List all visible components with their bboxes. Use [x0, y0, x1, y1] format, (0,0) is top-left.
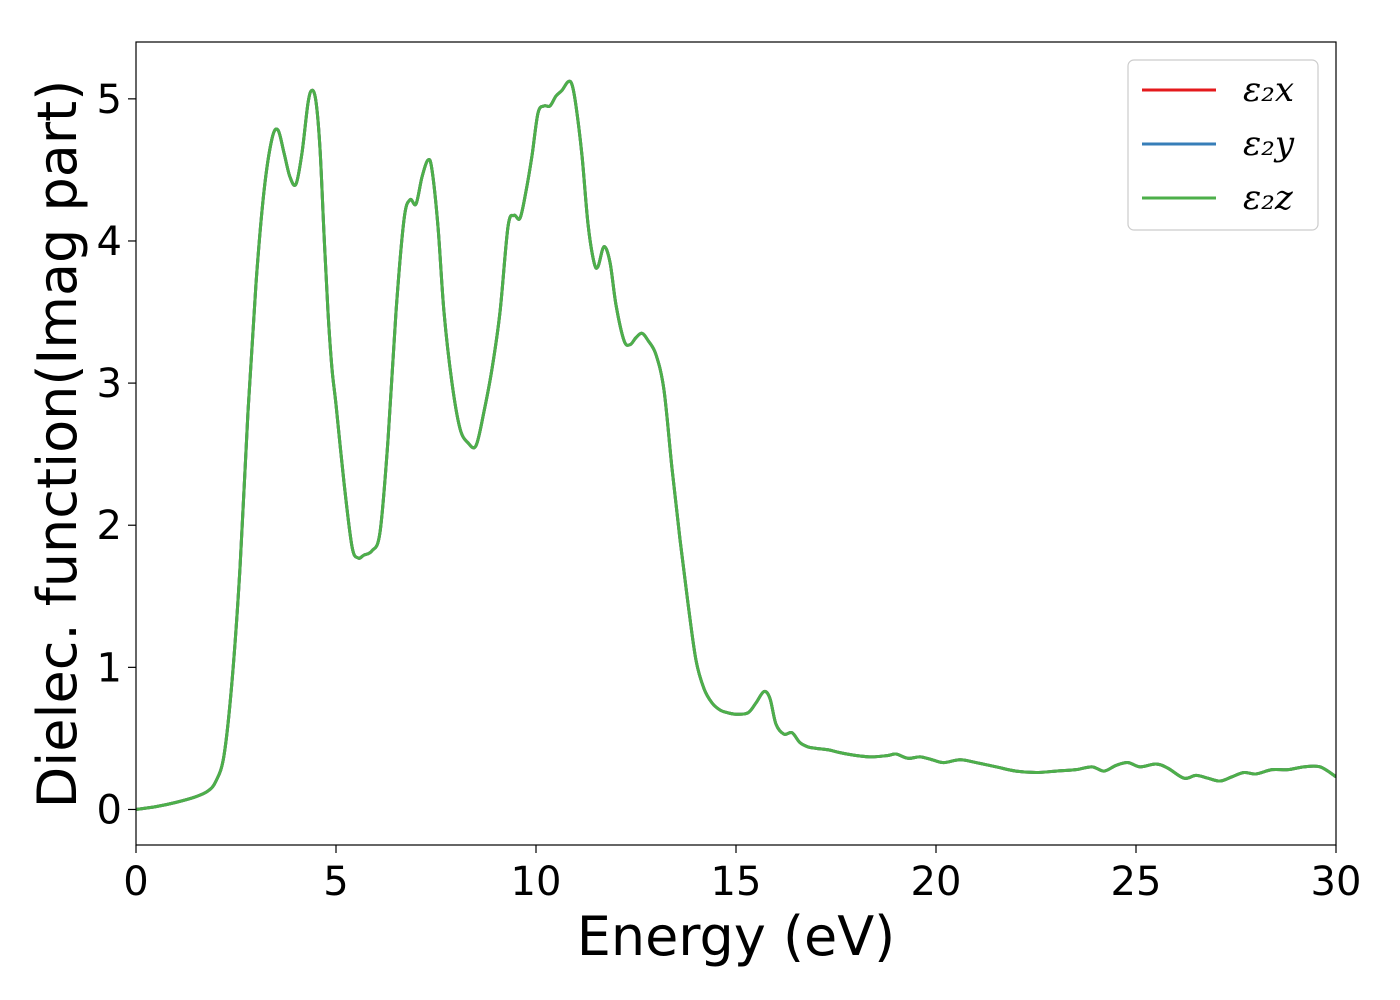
- y-tick-label: 3: [97, 361, 122, 407]
- series-layer: [136, 79, 1336, 811]
- x-tick-label: 15: [711, 859, 762, 905]
- x-tick-label: 25: [1111, 859, 1162, 905]
- legend: ε₂x ε₂y ε₂z: [1127, 59, 1319, 231]
- x-tick-label: 20: [911, 859, 962, 905]
- y-tick-label: 4: [97, 219, 122, 265]
- x-tick-label: 5: [323, 859, 348, 905]
- x-tick-label: 0: [123, 859, 148, 905]
- x-tick-label: 30: [1311, 859, 1362, 905]
- legend-items: ε₂x ε₂y ε₂z: [1142, 70, 1295, 218]
- y-tick-label: 5: [97, 77, 122, 123]
- y-axis: 0 1 2 3 4 5: [97, 77, 136, 833]
- legend-box: [1127, 59, 1319, 231]
- series-line-3: [136, 79, 1336, 811]
- legend-label-3: ε₂z: [1243, 178, 1294, 218]
- x-tick-label: 10: [511, 859, 562, 905]
- plot-area: [135, 41, 1337, 846]
- x-axis-title: Energy (eV): [577, 905, 896, 968]
- y-tick-label: 0: [97, 787, 122, 833]
- y-axis-title: Dielec. function(Imag part): [26, 80, 89, 809]
- x-axis: 0 5 10 15 20 25 30: [123, 845, 1361, 905]
- legend-label-2: ε₂y: [1243, 124, 1295, 164]
- y-tick-label: 2: [97, 503, 122, 549]
- y-tick-label: 1: [97, 645, 122, 691]
- legend-label-1: ε₂x: [1243, 70, 1294, 110]
